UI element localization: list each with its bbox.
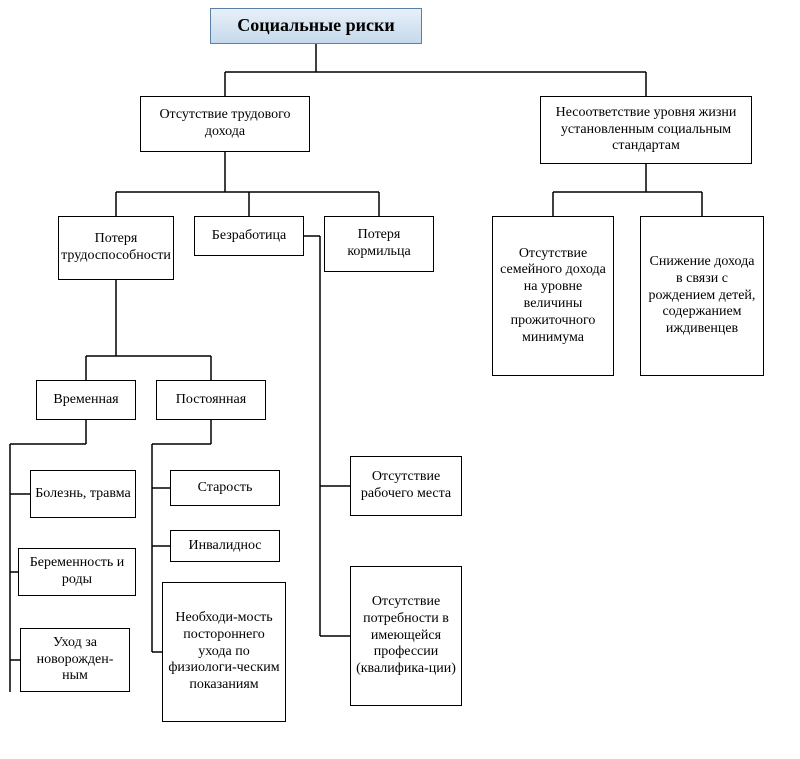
temp-label: Временная: [53, 392, 118, 409]
node-p2: Инвалиднос: [170, 530, 280, 562]
node-t2: Беременность и роды: [18, 548, 136, 596]
p2-label: Инвалиднос: [188, 538, 261, 555]
t2-label: Беременность и роды: [23, 555, 131, 589]
root-node: Социальные риски: [210, 8, 422, 44]
node-n1: Отсутствие трудового дохода: [140, 96, 310, 152]
node-p1: Старость: [170, 470, 280, 506]
node-n2a: Отсутствие семейного дохода на уровне ве…: [492, 216, 614, 376]
node-n2: Несоответствие уровня жизни установленны…: [540, 96, 752, 164]
root-label: Социальные риски: [237, 15, 395, 37]
p1-label: Старость: [198, 480, 253, 497]
node-n2b: Снижение дохода в связи с рождением дете…: [640, 216, 764, 376]
node-temp: Временная: [36, 380, 136, 420]
node-t3: Уход за новорожден-ным: [20, 628, 130, 692]
n2a-label: Отсутствие семейного дохода на уровне ве…: [497, 246, 609, 347]
node-b2: Отсутствие потребности в имеющейся профе…: [350, 566, 462, 706]
node-perm: Постоянная: [156, 380, 266, 420]
node-n1b: Безработица: [194, 216, 304, 256]
node-t1: Болезнь, травма: [30, 470, 136, 518]
p3-label: Необходи-мость постороннего ухода по физ…: [167, 610, 281, 694]
n1b-label: Безработица: [212, 228, 286, 245]
node-n1a: Потеря трудоспособности: [58, 216, 174, 280]
b2-label: Отсутствие потребности в имеющейся профе…: [355, 594, 457, 678]
node-n1c: Потеря кормильца: [324, 216, 434, 272]
n1a-label: Потеря трудоспособности: [61, 231, 171, 265]
t1-label: Болезнь, травма: [35, 486, 130, 503]
t3-label: Уход за новорожден-ным: [25, 635, 125, 685]
n2b-label: Снижение дохода в связи с рождением дете…: [645, 254, 759, 338]
n2-label: Несоответствие уровня жизни установленны…: [545, 105, 747, 155]
n1c-label: Потеря кормильца: [329, 227, 429, 261]
n1-label: Отсутствие трудового дохода: [145, 107, 305, 141]
node-p3: Необходи-мость постороннего ухода по физ…: [162, 582, 286, 722]
b1-label: Отсутствие рабочего места: [355, 469, 457, 503]
perm-label: Постоянная: [176, 392, 246, 409]
node-b1: Отсутствие рабочего места: [350, 456, 462, 516]
